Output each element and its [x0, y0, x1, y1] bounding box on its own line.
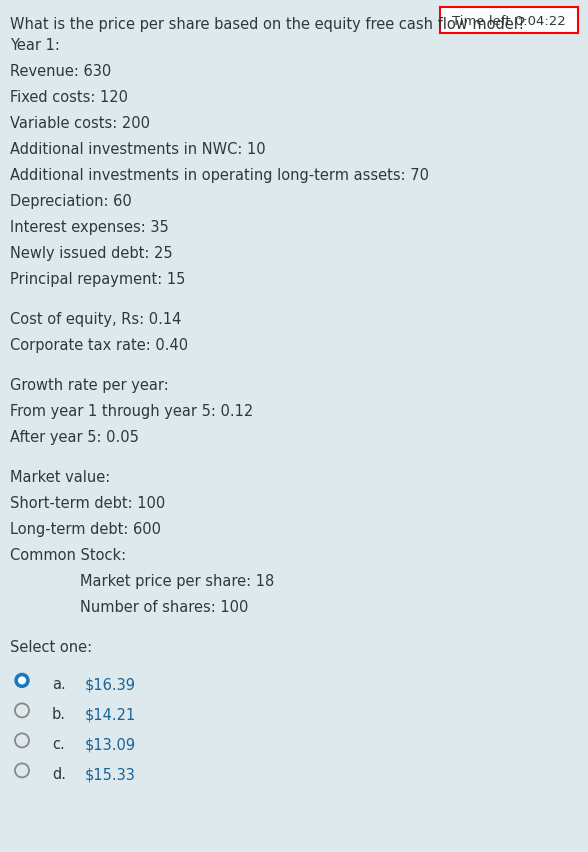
- Text: Year 1:: Year 1:: [10, 37, 60, 53]
- Text: Additional investments in operating long-term assets: 70: Additional investments in operating long…: [10, 168, 429, 182]
- Text: Newly issued debt: 25: Newly issued debt: 25: [10, 245, 173, 261]
- Text: $16.39: $16.39: [85, 676, 136, 692]
- Text: Revenue: 630: Revenue: 630: [10, 64, 111, 78]
- Text: Growth rate per year:: Growth rate per year:: [10, 377, 169, 393]
- Text: Number of shares: 100: Number of shares: 100: [80, 599, 248, 614]
- Text: Fixed costs: 120: Fixed costs: 120: [10, 89, 128, 105]
- Circle shape: [15, 674, 29, 688]
- Text: Cost of equity, Rs: 0.14: Cost of equity, Rs: 0.14: [10, 312, 181, 326]
- Text: Short-term debt: 100: Short-term debt: 100: [10, 495, 165, 510]
- Text: Interest expenses: 35: Interest expenses: 35: [10, 220, 169, 234]
- Text: b.: b.: [52, 706, 66, 722]
- Text: Depreciation: 60: Depreciation: 60: [10, 193, 132, 209]
- Text: c.: c.: [52, 737, 65, 751]
- Text: Common Stock:: Common Stock:: [10, 547, 126, 562]
- Text: $13.09: $13.09: [85, 737, 136, 751]
- Text: Time left 0:04:22: Time left 0:04:22: [452, 14, 566, 27]
- Text: Corporate tax rate: 0.40: Corporate tax rate: 0.40: [10, 337, 188, 353]
- Text: Long-term debt: 600: Long-term debt: 600: [10, 521, 161, 536]
- Text: What is the price per share based on the equity free cash flow model?: What is the price per share based on the…: [10, 16, 526, 32]
- Text: a.: a.: [52, 676, 66, 692]
- Circle shape: [19, 677, 25, 684]
- Text: From year 1 through year 5: 0.12: From year 1 through year 5: 0.12: [10, 403, 253, 418]
- Text: Principal repayment: 15: Principal repayment: 15: [10, 272, 185, 286]
- Text: Select one:: Select one:: [10, 639, 92, 654]
- FancyBboxPatch shape: [440, 8, 578, 34]
- Text: Market value:: Market value:: [10, 469, 111, 484]
- Text: $14.21: $14.21: [85, 706, 136, 722]
- Text: After year 5: 0.05: After year 5: 0.05: [10, 429, 139, 445]
- Text: Additional investments in NWC: 10: Additional investments in NWC: 10: [10, 141, 266, 157]
- Text: d.: d.: [52, 767, 66, 781]
- Text: Market price per share: 18: Market price per share: 18: [80, 573, 274, 588]
- Text: Variable costs: 200: Variable costs: 200: [10, 116, 150, 130]
- Text: $15.33: $15.33: [85, 767, 136, 781]
